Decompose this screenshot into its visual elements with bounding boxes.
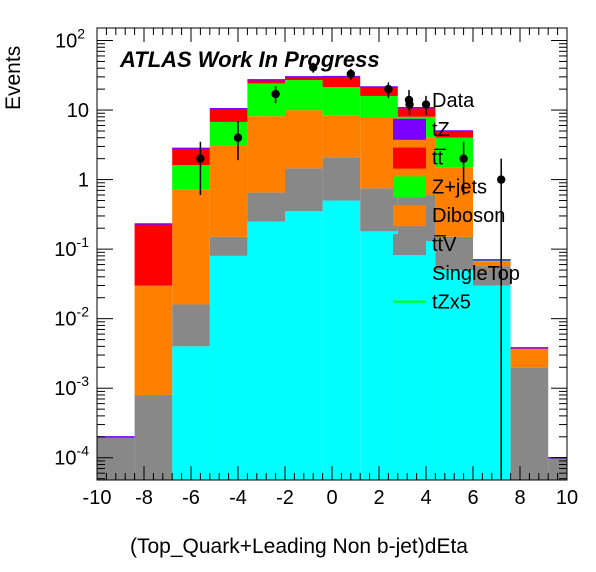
bar-z-jets — [360, 116, 398, 189]
y-tick-label: 102 — [55, 26, 85, 53]
legend-label-tt-v: tt̅V — [432, 234, 457, 256]
y-tick-label: 10-4 — [54, 443, 89, 470]
bar-z-jets — [172, 189, 210, 305]
bar-ttv — [172, 304, 210, 347]
bar-tt — [322, 87, 361, 116]
legend: Data tZ tt̅ Z+jets Diboson tt̅V SingleTop tZx5 — [393, 90, 520, 314]
bar-z-jets — [285, 110, 323, 169]
bar-tz — [435, 130, 473, 138]
bar-singletop — [209, 255, 248, 480]
bar-tz — [285, 76, 323, 81]
data-point — [459, 154, 468, 163]
data-point — [271, 89, 280, 99]
bar-tz — [134, 224, 173, 286]
bar-z-jets — [134, 285, 173, 395]
x-tick-label: 8 — [514, 487, 525, 509]
bar-z-jets — [247, 116, 285, 193]
bar-z-jets — [435, 167, 473, 237]
bar-singletop — [360, 231, 398, 480]
bar-tt — [360, 95, 398, 117]
bar-ttv — [435, 236, 473, 271]
legend-swatch-diboson — [393, 205, 426, 227]
y-axis-title: Events — [2, 46, 25, 110]
data-point — [346, 69, 355, 79]
x-tick-label: 0 — [326, 487, 337, 509]
legend-label-tz: tZ — [432, 119, 450, 141]
x-tick-label: -8 — [135, 487, 153, 509]
bar-singletop — [247, 221, 285, 480]
legend-label-z-jets: Z+jets — [432, 176, 487, 198]
stack-total-line — [97, 75, 567, 459]
bar-ttv — [285, 168, 323, 212]
bar-tz — [360, 87, 398, 96]
bar-z-jets — [322, 115, 361, 158]
legend-swatch-z-jets — [393, 176, 426, 198]
x-tick-label: 4 — [420, 487, 431, 509]
bar-z-jets — [209, 145, 248, 237]
bar-tt — [172, 165, 210, 190]
legend-swatch-tz — [393, 118, 426, 140]
histogram-bars — [97, 76, 567, 480]
y-tick-label: 10-2 — [54, 304, 89, 331]
x-tick-label: 6 — [467, 487, 478, 509]
bar-ttv — [510, 367, 549, 480]
legend-label-diboson: Diboson — [432, 205, 505, 227]
legend-swatch-tt-v — [393, 234, 426, 255]
x-tick-label: 10 — [556, 487, 578, 509]
bar-singletop — [435, 270, 473, 480]
bar-tz — [172, 148, 210, 166]
bar-ttv — [247, 192, 285, 222]
y-tick-label: 10 — [67, 100, 89, 122]
x-tick-label: 2 — [373, 487, 384, 509]
data-point — [497, 175, 506, 184]
bar-singletop — [322, 200, 361, 480]
data-point — [421, 100, 431, 109]
data-point — [309, 63, 318, 72]
data-point — [196, 154, 205, 163]
legend-swatch-tt- — [393, 147, 426, 169]
bar-singletop — [285, 211, 323, 480]
y-tick-label: 10-3 — [54, 373, 89, 400]
data-point — [233, 133, 243, 142]
stack-total-outline — [97, 75, 567, 459]
legend-label-data: Data — [432, 90, 475, 112]
legend-swatch-singletop — [393, 262, 426, 284]
bar-singletop — [473, 285, 511, 480]
y-tick-label: 1 — [78, 170, 89, 192]
legend-marker-data — [404, 95, 414, 105]
bar-tz — [209, 108, 248, 122]
legend-label-tzx5: tZx5 — [432, 292, 471, 314]
bar-ttv — [134, 394, 173, 480]
x-tick-label: -10 — [83, 487, 112, 509]
bar-tt — [435, 137, 473, 168]
legend-label-tt-: tt̅ — [432, 147, 446, 169]
data-point — [384, 84, 393, 94]
bar-ttv — [322, 157, 361, 201]
bar-ttv — [360, 188, 398, 232]
bar-tt — [209, 121, 248, 146]
bar-ttv — [548, 457, 567, 480]
x-tick-label: -6 — [182, 487, 200, 509]
x-tick-label: -4 — [229, 487, 247, 509]
bar-tz — [247, 79, 285, 84]
bar-ttv — [209, 236, 248, 256]
axis-ticks: -10 -8 -6 -4 -2 0 2 4 6 8 10 10-4 10-3 10-2 10-1 1 10 102 — [54, 26, 578, 509]
atlas-label: ATLAS Work In Progress — [119, 47, 380, 72]
y-tick-label: 10-1 — [54, 234, 89, 261]
bar-singletop — [172, 346, 210, 480]
bar-tz — [397, 107, 436, 117]
x-axis-title: (Top_Quark+Leading Non b-jet)dEta — [130, 535, 468, 558]
bar-z-jets — [473, 261, 511, 267]
x-tick-label: -2 — [276, 487, 294, 509]
bar-tt — [285, 80, 323, 111]
bar-tt — [247, 83, 285, 117]
legend-label-singletop: SingleTop — [432, 263, 520, 285]
bar-tz — [322, 76, 361, 88]
bar-z-jets — [510, 347, 549, 368]
